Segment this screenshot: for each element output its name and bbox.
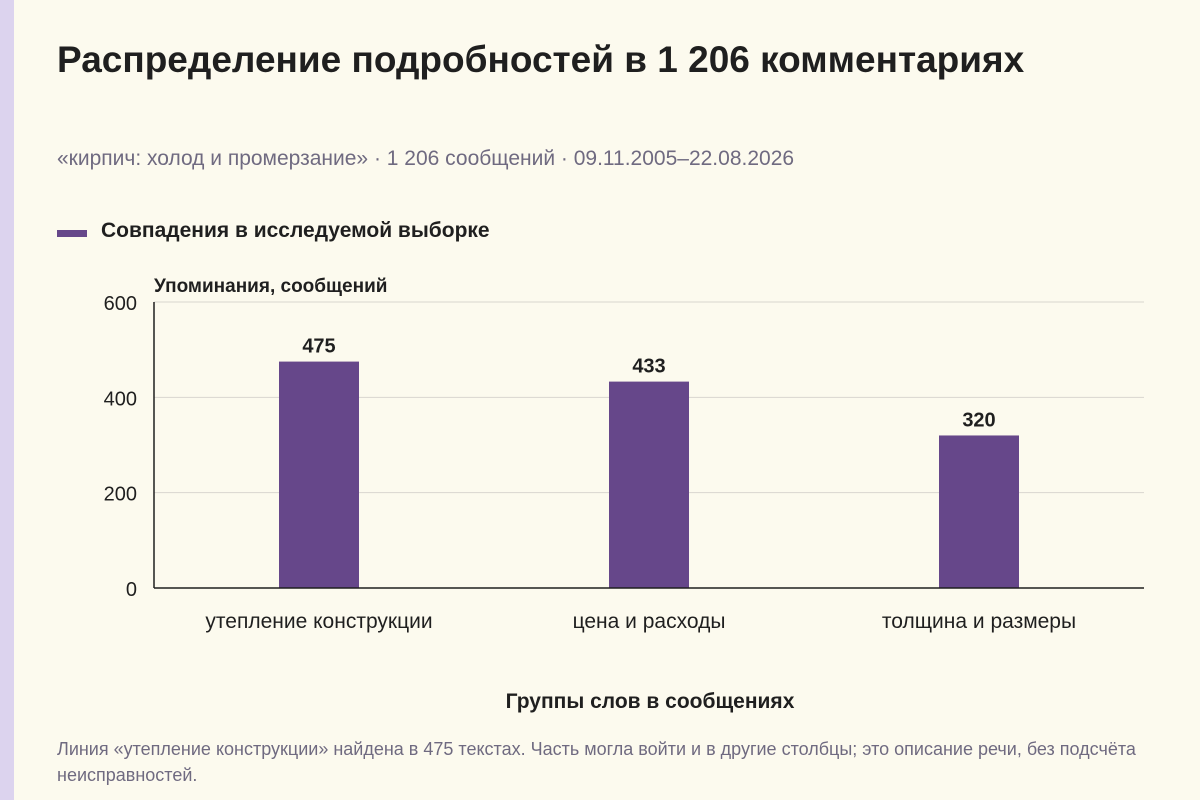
legend-label: Совпадения в исследуемой выборке [101, 219, 490, 242]
legend-swatch [57, 230, 87, 237]
y-tick-label: 200 [104, 484, 137, 506]
y-tick-label: 0 [126, 579, 137, 601]
x-axis-label: Группы слов в сообщениях [506, 690, 795, 713]
y-tick-label: 400 [104, 388, 137, 410]
chart-legend: Совпадения в исследуемой выборке [57, 219, 490, 243]
bar [279, 361, 359, 588]
bar [939, 435, 1019, 588]
bar-value-label: 433 [632, 356, 665, 378]
page-title: Распределение подробностей в 1 206 комме… [57, 39, 1025, 80]
bar-value-label: 320 [962, 409, 995, 431]
bars: 475 433 320 [279, 336, 1019, 588]
footnote: Линия «утепление конструкции» найдена в … [57, 739, 1136, 785]
bar [609, 381, 689, 588]
x-tick-label: толщина и размеры [882, 610, 1076, 633]
page-subtitle: «кирпич: холод и промерзание» · 1 206 со… [57, 147, 795, 170]
axes: 0 200 400 600 утепление конструкции цена и ра… [104, 293, 1144, 633]
x-tick-label: утепление конструкции [205, 610, 432, 633]
y-axis-label: Упоминания, сообщений [154, 276, 387, 297]
bar-value-label: 475 [302, 336, 335, 358]
left-accent-strip [0, 0, 14, 800]
y-tick-label: 600 [104, 293, 137, 315]
x-tick-label: цена и расходы [573, 610, 726, 633]
